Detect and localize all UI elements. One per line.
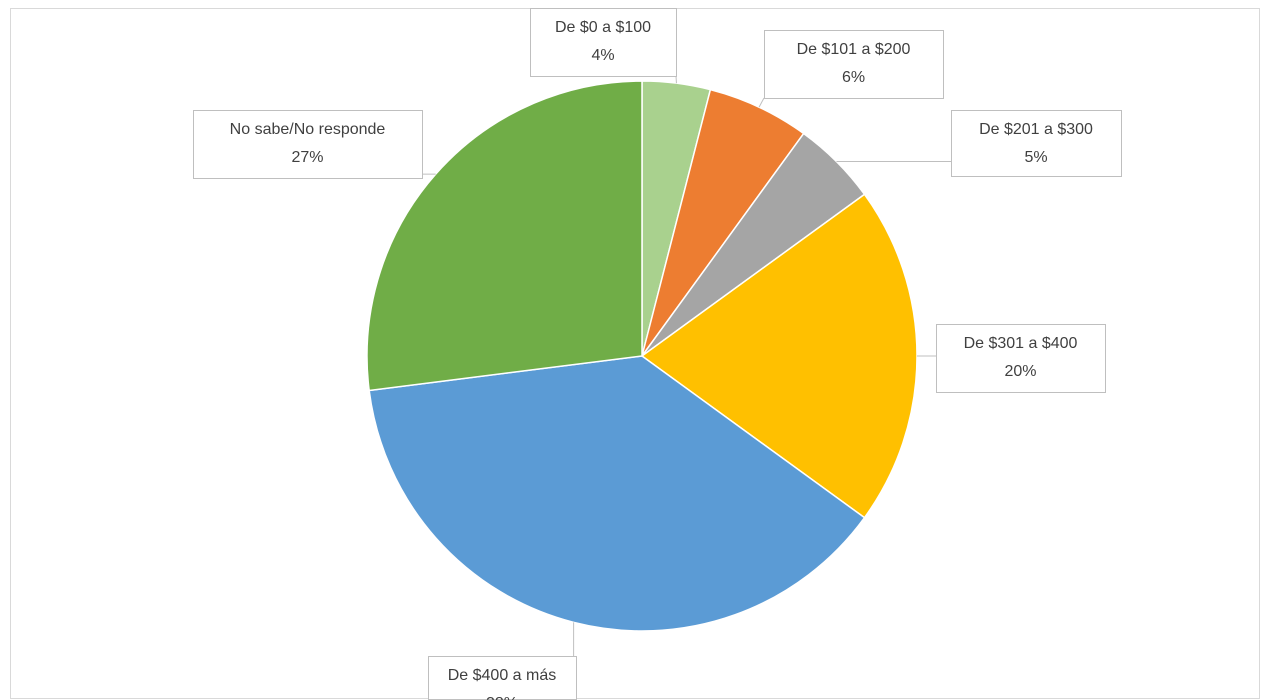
data-label-category: De $201 a $300 [979,121,1093,138]
leader-line [758,97,765,108]
data-label-value: 5% [1024,149,1047,166]
data-label-box [764,30,944,99]
data-label-category: De $0 a $100 [555,19,651,36]
data-label-value: 4% [591,47,614,64]
data-label-category: De $400 a más [448,667,557,684]
data-label-value: 20% [1004,363,1036,380]
data-label-box [530,8,677,77]
data-label-box [428,656,577,700]
data-label-value: 38% [486,695,518,700]
data-label-value: 6% [842,69,865,86]
data-label-category: De $101 a $200 [797,41,911,58]
data-label-category: De $301 a $400 [964,335,1078,352]
data-label-box [936,324,1106,393]
data-label-category: No sabe/No responde [230,121,386,138]
data-label-value: 27% [291,149,323,166]
data-label-box [951,110,1122,177]
data-label-box [193,110,423,179]
